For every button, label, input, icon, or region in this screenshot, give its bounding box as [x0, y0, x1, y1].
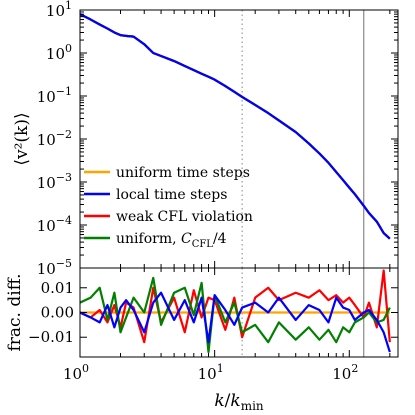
top-ytick-label: 10−3: [37, 171, 72, 192]
xtick-base: 10: [198, 365, 217, 383]
legend-label-text: local time steps: [116, 187, 227, 203]
legend-label-subscript: CFL: [192, 239, 214, 250]
top-series-0: [80, 13, 391, 240]
legend-label-2: weak CFL violation: [116, 209, 253, 225]
ytick-exponent: −5: [56, 257, 72, 270]
xtick-exponent: 0: [82, 362, 89, 375]
xtick-base: 10: [63, 365, 82, 383]
ytick-exponent: 0: [65, 42, 72, 55]
top-series-2: [80, 13, 391, 240]
top-series-1: [80, 13, 391, 240]
top-ytick-label: 10−1: [37, 85, 72, 106]
legend-label-3: uniform, CCFL/4: [116, 231, 227, 250]
ytick-base: 10: [46, 2, 65, 20]
legend-label-text: uniform time steps: [116, 165, 250, 181]
ytick-base: 10: [37, 131, 56, 149]
ytick-base: 10: [37, 260, 56, 278]
top-ytick-label: 10−4: [37, 214, 72, 235]
legend: uniform time steps local time steps weak C…: [84, 165, 253, 250]
bottom-ytick-label: 0.01: [41, 279, 74, 297]
ytick-exponent: −3: [56, 171, 72, 184]
xlabel-subscript: min: [241, 399, 264, 413]
bottom-xtick-label: 102: [332, 362, 358, 383]
xtick-base: 10: [332, 365, 351, 383]
legend-label-math: C: [181, 231, 192, 247]
top-ytick-label: 10−2: [37, 128, 72, 149]
xlabel-slash: /: [225, 391, 231, 411]
legend-label-text: uniform,: [116, 231, 181, 247]
xtick-exponent: 1: [217, 362, 224, 375]
top-ytick-label: 10−5: [37, 257, 72, 278]
top-ytick-label: 100: [46, 42, 72, 63]
xlabel-k: k: [214, 391, 224, 411]
top-ytick-label: 101: [46, 0, 72, 20]
bottom-ytick-label: −0.01: [28, 328, 74, 346]
ytick-exponent: −2: [56, 128, 72, 141]
ytick-base: 10: [37, 88, 56, 106]
bottom-ytick-label: 0.00: [41, 304, 74, 322]
top-panel: 10110010−110−210−310−410−5⟨v²(k)⟩uniform…: [12, 0, 399, 278]
ytick-exponent: 1: [65, 0, 72, 12]
top-ylabel: ⟨v²(k)⟩: [12, 112, 32, 165]
bottom-series-2: [80, 276, 391, 354]
top-axes-frame: [79, 9, 399, 269]
ytick-exponent: −1: [56, 85, 72, 98]
bottom-xlabel: k/kmin: [214, 391, 264, 413]
legend-label-1: local time steps: [116, 187, 227, 203]
bottom-xtick-label: 101: [198, 362, 224, 383]
ytick-base: 10: [37, 174, 56, 192]
legend-label-text: weak CFL violation: [116, 209, 253, 225]
ytick-base: 10: [37, 217, 56, 235]
bottom-xtick-label: 100: [63, 362, 89, 383]
ytick-exponent: −4: [56, 214, 72, 227]
top-series-3: [80, 13, 391, 240]
legend-label-tail: /4: [213, 231, 227, 247]
bottom-ylabel: frac. diff.: [5, 273, 25, 351]
legend-label-0: uniform time steps: [116, 165, 250, 181]
bottom-series-3: [80, 291, 391, 353]
ytick-base: 10: [46, 45, 65, 63]
xlabel-k: k: [230, 391, 240, 411]
xtick-exponent: 2: [351, 362, 358, 375]
